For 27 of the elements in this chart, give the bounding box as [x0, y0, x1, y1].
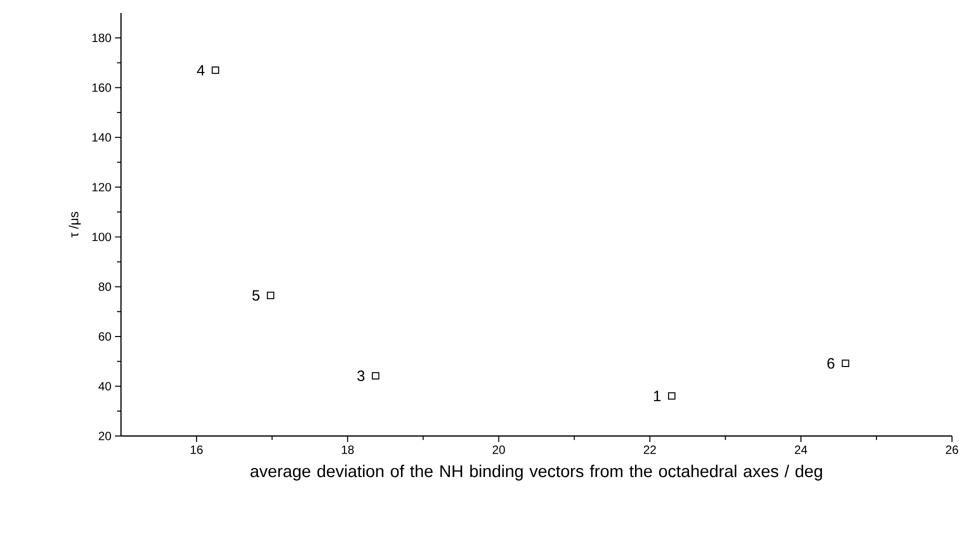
annotation: 1	[654, 390, 661, 402]
annotation: 3	[357, 370, 364, 382]
y-tick-label: 20	[98, 432, 112, 440]
x-tick-label: 24	[794, 446, 808, 454]
y-tick-label: 80	[98, 282, 112, 291]
x-tick-label: 18	[342, 446, 354, 454]
point	[668, 392, 676, 400]
annotation: 5	[252, 290, 260, 301]
y-axis-title: τ /μs	[68, 212, 81, 238]
x-tick-label: 26	[946, 446, 958, 454]
annotation: 6	[827, 358, 834, 369]
y-tick-label: 100	[92, 232, 112, 242]
point	[212, 66, 220, 74]
y-tick-label: 120	[92, 182, 112, 192]
annotation: 4	[196, 65, 205, 76]
x-tick-label: 16	[190, 446, 203, 454]
x-axis-title: average deviation of the NH binding vectors from the octahedral axes / deg	[250, 464, 822, 481]
x-tick-label: 20	[492, 446, 505, 454]
y-tick-label: 180	[92, 34, 112, 42]
x-tick-label: 22	[644, 446, 656, 454]
y-tick-label: 140	[92, 133, 112, 142]
y-tick-label: 160	[92, 83, 112, 92]
point	[266, 292, 274, 300]
y-tick-label: 40	[98, 382, 112, 390]
y-tick-label: 60	[98, 332, 112, 341]
point	[372, 372, 380, 380]
point	[842, 360, 850, 368]
